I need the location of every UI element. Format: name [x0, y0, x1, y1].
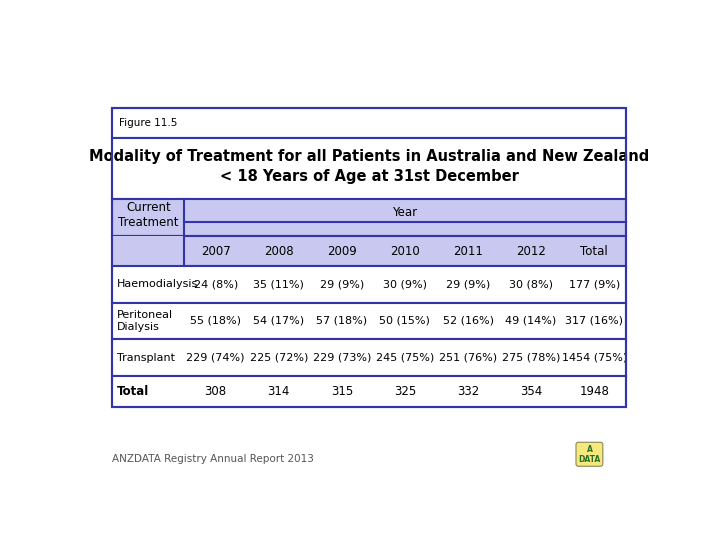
Text: Transplant: Transplant [117, 353, 175, 362]
Text: Figure 11.5: Figure 11.5 [119, 118, 177, 129]
Text: 29 (9%): 29 (9%) [446, 279, 490, 289]
Text: 29 (9%): 29 (9%) [320, 279, 364, 289]
Text: 24 (8%): 24 (8%) [194, 279, 238, 289]
Text: 229 (74%): 229 (74%) [186, 353, 245, 362]
Text: 275 (78%): 275 (78%) [502, 353, 560, 362]
Text: 2009: 2009 [327, 245, 356, 258]
Text: 2010: 2010 [390, 245, 420, 258]
Text: 54 (17%): 54 (17%) [253, 316, 305, 326]
Text: 229 (73%): 229 (73%) [312, 353, 371, 362]
Bar [112, 266, 626, 302]
Text: 251 (76%): 251 (76%) [439, 353, 497, 362]
Text: Total: Total [580, 245, 608, 258]
Text: 2011: 2011 [453, 245, 483, 258]
Text: 30 (8%): 30 (8%) [509, 279, 553, 289]
Bar [112, 302, 626, 339]
Text: 177 (9%): 177 (9%) [569, 279, 620, 289]
Text: 225 (72%): 225 (72%) [250, 353, 308, 362]
Text: 35 (11%): 35 (11%) [253, 279, 305, 289]
Text: Modality of Treatment for all Patients in Australia and New Zealand: Modality of Treatment for all Patients i… [89, 150, 649, 164]
Text: < 18 Years of Age at 31st December: < 18 Years of Age at 31st December [220, 168, 518, 184]
Text: 2012: 2012 [516, 245, 546, 258]
Text: 49 (14%): 49 (14%) [505, 316, 557, 326]
Text: 325: 325 [394, 385, 416, 398]
Bar [112, 236, 626, 266]
Bar [112, 109, 626, 407]
Text: 52 (16%): 52 (16%) [443, 316, 493, 326]
Text: A
DATA: A DATA [578, 444, 600, 464]
Text: 315: 315 [330, 385, 353, 398]
Text: Current
Treatment: Current Treatment [118, 201, 179, 229]
Text: 317 (16%): 317 (16%) [565, 316, 623, 326]
Text: 57 (18%): 57 (18%) [316, 316, 367, 326]
Text: 354: 354 [520, 385, 542, 398]
Bar [112, 339, 626, 376]
Text: 50 (15%): 50 (15%) [379, 316, 431, 326]
Text: Peritoneal
Dialysis: Peritoneal Dialysis [117, 310, 173, 332]
Text: 1948: 1948 [579, 385, 609, 398]
Bar [112, 376, 626, 407]
Text: 30 (9%): 30 (9%) [383, 279, 427, 289]
Bar [112, 199, 626, 236]
Text: 314: 314 [268, 385, 290, 398]
Text: 1454 (75%): 1454 (75%) [562, 353, 627, 362]
Text: 245 (75%): 245 (75%) [376, 353, 434, 362]
Text: 55 (18%): 55 (18%) [190, 316, 241, 326]
Bar [112, 236, 184, 266]
Text: Haemodialysis: Haemodialysis [117, 279, 198, 289]
Text: 332: 332 [457, 385, 479, 398]
Text: Year: Year [392, 206, 418, 219]
Text: 308: 308 [204, 385, 227, 398]
Bar [112, 138, 626, 199]
Text: Total: Total [117, 385, 149, 398]
Text: 2008: 2008 [264, 245, 294, 258]
Text: 2007: 2007 [201, 245, 230, 258]
Bar [112, 109, 626, 138]
Text: ANZDATA Registry Annual Report 2013: ANZDATA Registry Annual Report 2013 [112, 454, 314, 464]
